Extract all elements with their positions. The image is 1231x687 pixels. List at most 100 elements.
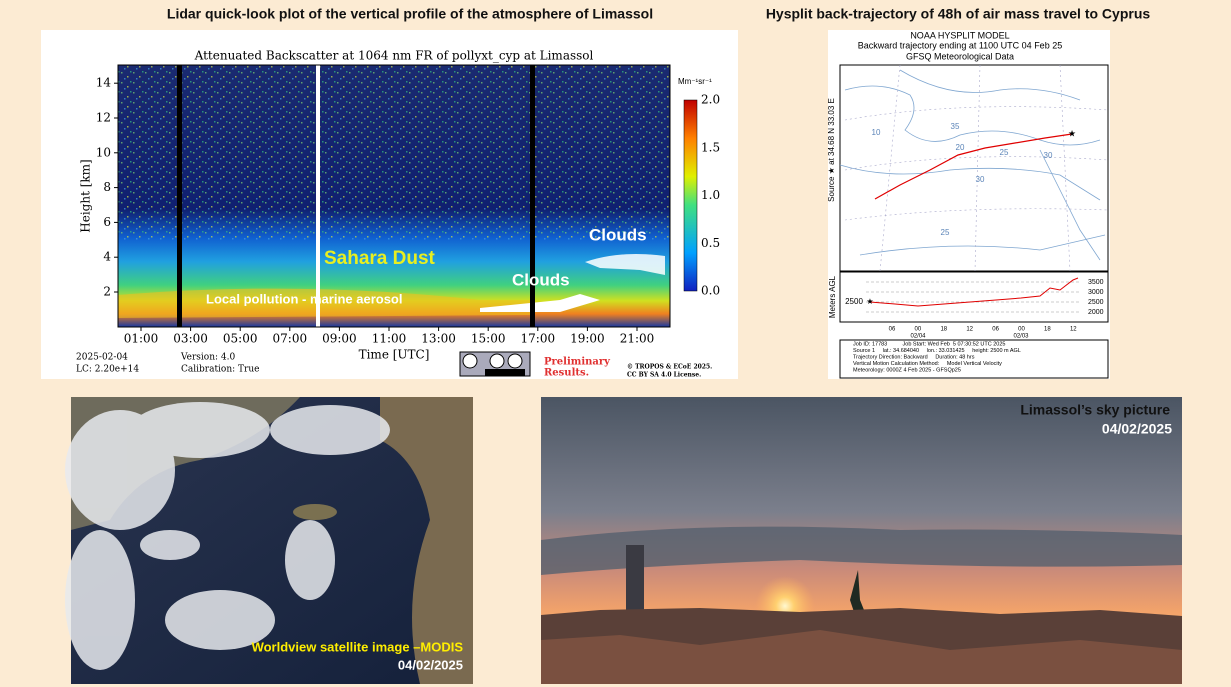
height-level-label: 2500	[1088, 299, 1104, 306]
annotation: Sahara Dust	[324, 248, 436, 269]
colorbar-tick-label: 0.5	[701, 236, 720, 250]
height-level-label: 3500	[1088, 279, 1104, 286]
panel-heading: Hysplit back-trajectory of 48h of air ma…	[766, 6, 1151, 22]
caption-date: 04/02/2025	[398, 657, 463, 672]
map-coastlines	[839, 69, 1106, 261]
annotation: Clouds	[512, 270, 570, 289]
footer-text: 2025-02-04	[76, 353, 128, 363]
source-label: Source ★ at 34.68 N 33.03 E	[827, 98, 836, 202]
tower	[626, 545, 644, 615]
caption: Worldview satellite image –MODIS	[252, 639, 464, 654]
lidar-noise	[118, 65, 670, 240]
plot-frame	[117, 64, 671, 328]
x-tick-label: 05:00	[223, 332, 258, 346]
x-tick-label: 11:00	[372, 332, 407, 346]
x-tick-label: 01:00	[124, 332, 159, 346]
info-line: Trajectory Direction: Backward Duration:…	[853, 354, 975, 360]
x-tick-label: 21:00	[620, 332, 655, 346]
data-gap	[530, 65, 535, 327]
cloud-band	[541, 526, 1182, 575]
colorbar-unit: Mm⁻¹sr⁻¹	[678, 77, 712, 86]
x-tick-label: 17:00	[521, 332, 556, 346]
info-line: Source 1 lat.: 34.684040 lon.: 33.031425…	[853, 348, 1021, 354]
x-tick-label: 13:00	[421, 332, 456, 346]
caption-date: 04/02/2025	[1102, 421, 1172, 437]
tree	[850, 570, 866, 615]
info-line: Meteorology: 0000Z 4 Feb 2025 - GFSQp25	[853, 367, 961, 373]
x-tick-label: 03:00	[173, 332, 208, 346]
footer-text: Version: 4.0	[180, 353, 235, 363]
info-frame	[839, 339, 1109, 379]
y-tick-label: 14	[96, 76, 112, 90]
time-tick-label: 06	[889, 327, 896, 333]
clouds	[65, 402, 390, 670]
date-tick-label: 02/04	[910, 334, 926, 340]
annotation: Local pollution - marine aerosol	[206, 291, 402, 306]
y-tick-label: 8	[103, 180, 111, 194]
lidar-cloud	[585, 254, 665, 275]
footer-text: Calibration: True	[181, 365, 259, 375]
y-tick-label: 12	[96, 111, 111, 125]
start-marker: ★	[866, 297, 873, 306]
map-frame	[839, 64, 1109, 272]
contour-label: 25	[941, 228, 950, 237]
map-title: GFSQ Meteorological Data	[906, 51, 1014, 61]
caption: Limassol’s sky picture	[1020, 402, 1170, 418]
contour-label: 35	[951, 122, 960, 131]
contour-label: 30	[1044, 151, 1053, 160]
colorbar	[683, 99, 698, 292]
time-tick-label: 18	[940, 327, 947, 333]
cyprus	[293, 504, 337, 520]
date-tick-label: 02/03	[1013, 334, 1029, 340]
y-tick-label: 2	[103, 285, 111, 299]
plot-title: Attenuated Backscatter at 1064 nm FR of …	[194, 49, 594, 63]
height-frame	[839, 271, 1109, 323]
data-gap	[316, 65, 320, 327]
start-height: 2500	[845, 297, 863, 306]
time-tick-label: 00	[915, 327, 922, 333]
hysplit-panel: NOAA HYSPLIT MODEL Backward trajectory e…	[827, 30, 1110, 379]
colorbar-tick-label: 1.0	[701, 188, 720, 202]
contour-label: 10	[872, 128, 881, 137]
height-axis-label: Meters AGL	[828, 275, 837, 318]
height-level-label: 3000	[1088, 289, 1104, 296]
panel-heading: Lidar quick-look plot of the vertical pr…	[167, 6, 653, 22]
map-title: Backward trajectory ending at 1100 UTC 0…	[858, 40, 1062, 50]
license-badge	[459, 351, 531, 377]
y-tick-label: 4	[103, 250, 111, 264]
footer-text: Results.	[544, 368, 589, 379]
y-tick-label: 6	[103, 215, 111, 229]
lidar-layer	[118, 288, 530, 318]
data-gap	[177, 65, 182, 327]
time-tick-label: 12	[966, 327, 973, 333]
source-marker: ★	[1068, 128, 1076, 138]
annotation: Clouds	[589, 225, 647, 244]
colorbar-tick-label: 2.0	[701, 93, 720, 107]
map-gridlines	[844, 64, 1109, 272]
time-tick-label: 06	[992, 327, 999, 333]
trajectory	[874, 133, 1073, 200]
footer-text: LC: 2.20e+14	[76, 365, 139, 375]
x-tick-label: 09:00	[322, 332, 357, 346]
sky-panel: Limassol’s sky picture 04/02/2025	[541, 397, 1182, 684]
footer-text: CC BY SA 4.0 License.	[627, 372, 701, 379]
x-tick-label: 07:00	[273, 332, 308, 346]
map-title: NOAA HYSPLIT MODEL	[910, 30, 1009, 40]
x-tick-label: 19:00	[570, 332, 605, 346]
x-axis-label: Time [UTC]	[359, 348, 430, 362]
colorbar-tick-label: 0.0	[701, 284, 720, 298]
info-line: Job ID: 17783 Job Start: Wed Feb 5 07:30…	[853, 341, 1005, 347]
lidar-panel: Attenuated Backscatter at 1064 nm FR of …	[41, 30, 738, 379]
contour-label: 20	[956, 143, 965, 152]
land	[380, 397, 473, 684]
height-profile	[869, 277, 1079, 307]
y-tick-label: 10	[96, 145, 111, 159]
x-tick-label: 15:00	[471, 332, 506, 346]
time-tick-label: 00	[1018, 327, 1025, 333]
footer-text: © TROPOS & ECoE 2025.	[627, 364, 712, 371]
time-tick-label: 12	[1070, 327, 1077, 333]
info-line: Vertical Motion Calculation Method: Mode…	[853, 361, 1002, 367]
rooftops	[541, 630, 1182, 684]
y-axis-label: Height [km]	[79, 159, 93, 232]
